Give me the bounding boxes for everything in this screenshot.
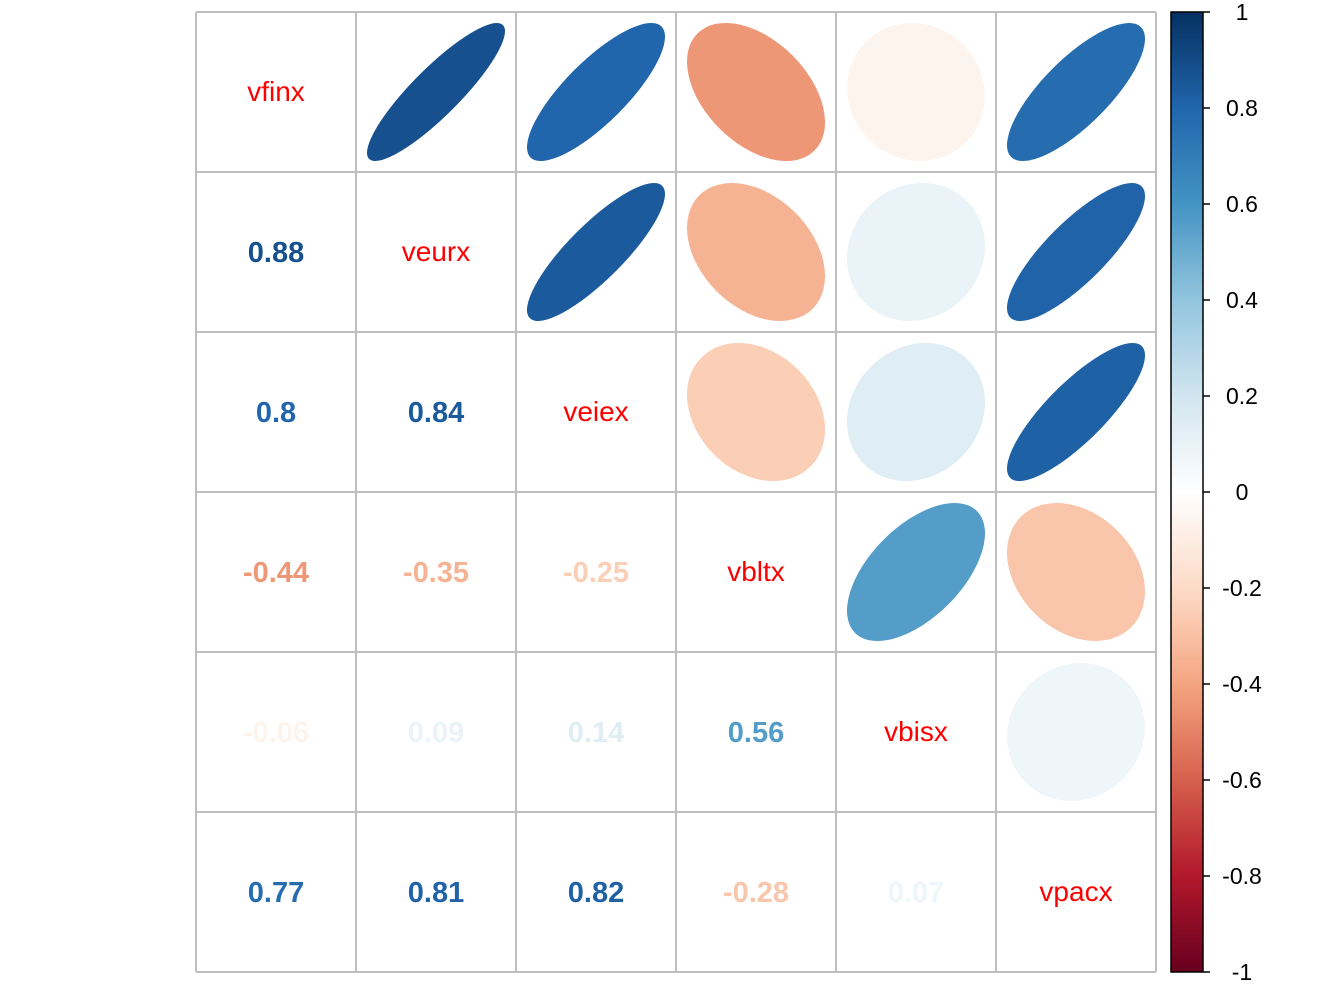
colorbar-tick-label: -0.8: [1222, 863, 1262, 889]
colorbar-tick-label: -0.6: [1222, 767, 1262, 793]
correlation-value: 0.56: [728, 717, 784, 749]
correlation-value: 0.88: [248, 237, 304, 269]
correlation-value: -0.35: [403, 557, 469, 589]
correlation-ellipse: [367, 23, 506, 162]
colorbar-tick-label: 0.6: [1226, 191, 1258, 217]
correlation-ellipse: [687, 183, 826, 322]
correlation-ellipse: [1007, 22, 1146, 161]
correlation-value: -0.06: [243, 717, 309, 749]
variable-label-vbisx: vbisx: [884, 716, 948, 747]
correlation-value: 0.07: [888, 877, 944, 909]
variable-label-veiex: veiex: [563, 396, 628, 427]
correlation-ellipse: [1006, 503, 1145, 642]
colorbar-tick-label: 0.4: [1226, 287, 1258, 313]
correlation-ellipse: [1006, 183, 1145, 322]
correlation-value: 0.14: [568, 717, 624, 749]
correlation-ellipse: [687, 342, 826, 481]
colorbar-tick-label: 1: [1236, 0, 1249, 25]
colorbar-tick-label: -0.2: [1222, 575, 1262, 601]
variable-label-vfinx: vfinx: [247, 76, 305, 107]
correlation-ellipse: [526, 183, 665, 322]
correlation-ellipse: [847, 503, 986, 642]
correlation-value: 0.82: [568, 877, 624, 909]
colorbar: [1170, 11, 1204, 973]
correlation-ellipse: [847, 342, 986, 481]
colorbar-tick-label: 0: [1236, 479, 1249, 505]
colorbar-tick-label: 0.2: [1226, 383, 1258, 409]
correlation-value: 0.84: [408, 397, 464, 429]
variable-label-veurx: veurx: [402, 236, 470, 267]
correlation-value: 0.8: [256, 397, 296, 429]
colorbar-tick-label: -1: [1232, 959, 1252, 985]
correlation-ellipse: [847, 22, 986, 161]
correlation-ellipse: [527, 23, 665, 161]
variable-label-vpacx: vpacx: [1039, 876, 1112, 907]
variable-label-vbltx: vbltx: [727, 556, 785, 587]
colorbar-tick-label: 0.8: [1226, 95, 1258, 121]
correlation-ellipse: [1007, 662, 1145, 801]
colorbar-tick-label: -0.4: [1222, 671, 1262, 697]
correlation-ellipse: [686, 23, 825, 162]
correlation-value: -0.28: [723, 877, 789, 909]
correlation-value: -0.44: [243, 557, 309, 589]
correlation-value: 0.09: [408, 717, 464, 749]
correlation-value: 0.81: [408, 877, 464, 909]
correlation-ellipse: [1007, 342, 1146, 481]
correlation-value: -0.25: [563, 557, 629, 589]
correlation-ellipse: [847, 182, 986, 321]
correlation-value: 0.77: [248, 877, 304, 909]
